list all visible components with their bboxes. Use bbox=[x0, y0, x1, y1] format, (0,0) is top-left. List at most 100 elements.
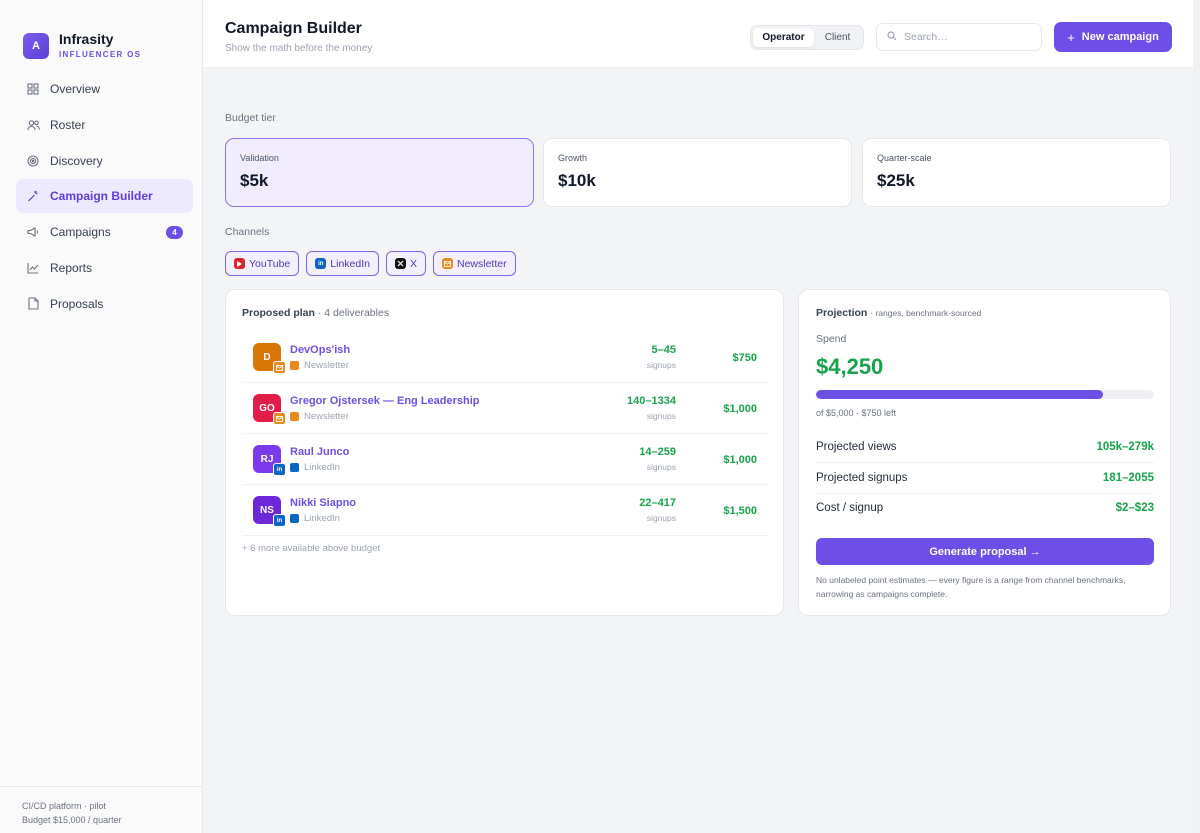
x-icon bbox=[394, 258, 406, 269]
tier-quarter-scale[interactable]: Quarter-scale $25k bbox=[862, 138, 1171, 207]
metric-label: Cost / signup bbox=[816, 502, 884, 514]
tier-name: Growth bbox=[558, 153, 588, 163]
channel-chip-newsletter[interactable]: Newsletter bbox=[432, 251, 516, 276]
signups-unit: signups bbox=[646, 360, 676, 370]
spend-label: Spend bbox=[816, 333, 847, 345]
sidebar-item-label: Proposals bbox=[50, 296, 104, 311]
toggle-operator[interactable]: Operator bbox=[753, 28, 815, 47]
tier-validation[interactable]: Validation $5k bbox=[225, 138, 534, 207]
sidebar-item-campaigns[interactable]: Campaigns 4 bbox=[16, 215, 193, 249]
plan-row[interactable]: GO Gregor Ojstersek — Eng Leadership New… bbox=[242, 383, 768, 434]
plan-row[interactable]: RJ in Raul Junco LinkedIn 14–259 signups… bbox=[242, 434, 768, 485]
brand-subtitle: INFLUENCER OS bbox=[59, 50, 142, 59]
signups-range: 22–417 bbox=[639, 497, 676, 509]
plan-row[interactable]: D DevOps'ish Newsletter 5–45 signups $75… bbox=[242, 332, 768, 383]
projection-note: · ranges, benchmark-sourced bbox=[870, 308, 982, 318]
creator-name[interactable]: Gregor Ojstersek — Eng Leadership bbox=[290, 395, 480, 407]
sidebar-item-label: Reports bbox=[50, 260, 93, 275]
channel-chips: YouTube in LinkedIn X Newsletter bbox=[225, 251, 523, 276]
sidebar-item-proposals[interactable]: Proposals bbox=[16, 287, 193, 321]
metric-projected-views: Projected views 105k–279k bbox=[816, 433, 1154, 463]
creator-channel: Newsletter bbox=[290, 360, 349, 371]
signups-range: 14–259 bbox=[639, 446, 676, 458]
new-campaign-button[interactable]: + New campaign bbox=[1054, 22, 1172, 52]
newsletter-icon bbox=[290, 412, 299, 421]
creator-name[interactable]: DevOps'ish bbox=[290, 344, 351, 356]
newsletter-icon bbox=[290, 361, 299, 370]
budget-tier-label: Budget tier bbox=[225, 112, 276, 124]
linkedin-icon: in bbox=[273, 463, 286, 476]
sidebar-item-reports[interactable]: Reports bbox=[16, 251, 193, 285]
tier-name: Validation bbox=[240, 153, 279, 163]
signups-range: 140–1334 bbox=[627, 395, 676, 407]
newsletter-icon bbox=[273, 412, 286, 425]
channels-label: Channels bbox=[225, 226, 270, 238]
search-box[interactable] bbox=[876, 23, 1042, 51]
sidebar-item-campaign-builder[interactable]: Campaign Builder bbox=[16, 179, 193, 214]
sidebar-nav: Overview Roster Discovery Campaign Build… bbox=[16, 72, 193, 323]
generate-proposal-button[interactable]: Generate proposal → bbox=[816, 538, 1154, 565]
spend-remaining-note: of $5,000 · $750 left bbox=[816, 408, 897, 418]
signups-range: 5–45 bbox=[651, 344, 676, 356]
projection-card: Projection · ranges, benchmark-sourced S… bbox=[798, 289, 1171, 616]
more-available-note[interactable]: + 6 more available above budget bbox=[242, 543, 381, 554]
spend-progress-fill bbox=[816, 390, 1104, 399]
channel-chip-linkedin[interactable]: in LinkedIn bbox=[306, 251, 379, 276]
creator-name[interactable]: Raul Junco bbox=[290, 446, 350, 458]
brand-name: Infrasity bbox=[59, 31, 114, 47]
sidebar: A Infrasity INFLUENCER OS Overview Roste… bbox=[0, 0, 203, 833]
creator-channel: LinkedIn bbox=[290, 513, 340, 524]
creator-channel-label: Newsletter bbox=[304, 360, 349, 371]
deliverable-price: $1,000 bbox=[723, 454, 757, 466]
metric-cost-per-signup: Cost / signup $2–$23 bbox=[816, 494, 1154, 524]
creator-channel: LinkedIn bbox=[290, 462, 340, 473]
newsletter-icon bbox=[441, 258, 453, 269]
chart-line-icon bbox=[26, 261, 40, 275]
new-campaign-label: New campaign bbox=[1081, 31, 1159, 43]
toggle-client[interactable]: Client bbox=[824, 32, 851, 43]
target-icon bbox=[26, 154, 40, 168]
brand-logo: A bbox=[23, 32, 49, 59]
plus-icon: + bbox=[1067, 29, 1075, 45]
plan-title: Proposed plan · 4 deliverables bbox=[242, 307, 389, 319]
sidebar-item-label: Campaign Builder bbox=[50, 189, 153, 204]
page-title: Campaign Builder bbox=[225, 20, 362, 37]
projection-heading: Projection bbox=[816, 307, 868, 319]
plan-row[interactable]: NS in Nikki Siapno LinkedIn 22–417 signu… bbox=[242, 485, 768, 536]
signups-unit: signups bbox=[646, 462, 676, 472]
signups-unit: signups bbox=[646, 411, 676, 421]
channel-chip-x[interactable]: X bbox=[385, 251, 426, 276]
metric-value: 105k–279k bbox=[1096, 441, 1154, 453]
sidebar-item-overview[interactable]: Overview bbox=[16, 72, 193, 106]
sidebar-item-label: Roster bbox=[50, 117, 86, 132]
scrollbar-track[interactable] bbox=[1193, 0, 1200, 833]
deliverable-price: $1,500 bbox=[723, 505, 757, 517]
sidebar-item-label: Overview bbox=[50, 82, 101, 96]
sidebar-item-discovery[interactable]: Discovery bbox=[16, 144, 193, 178]
sidebar-footer: CI/CD platform · pilot Budget $15,000 / … bbox=[0, 786, 203, 833]
tier-growth[interactable]: Growth $10k bbox=[543, 138, 852, 207]
creator-channel: Newsletter bbox=[290, 411, 349, 422]
spend-value: $4,250 bbox=[816, 354, 884, 379]
creator-channel-label: LinkedIn bbox=[304, 513, 340, 524]
top-header: Campaign Builder Show the math before th… bbox=[203, 0, 1193, 68]
sidebar-item-label: Campaigns bbox=[50, 225, 111, 240]
sidebar-item-label: Discovery bbox=[50, 153, 103, 168]
deliverable-price: $1,000 bbox=[723, 403, 757, 415]
megaphone-icon bbox=[26, 225, 40, 239]
creator-name[interactable]: Nikki Siapno bbox=[290, 497, 357, 509]
metric-label: Projected views bbox=[816, 441, 897, 453]
plan-heading: Proposed plan bbox=[242, 307, 315, 319]
search-icon bbox=[887, 30, 897, 44]
brand[interactable]: A Infrasity INFLUENCER OS bbox=[0, 0, 202, 68]
channel-chip-youtube[interactable]: YouTube bbox=[225, 251, 300, 276]
sidebar-item-roster[interactable]: Roster bbox=[16, 108, 193, 142]
proposed-plan-card: Proposed plan · 4 deliverables D DevOps'… bbox=[225, 289, 784, 616]
linkedin-icon bbox=[290, 514, 299, 523]
signups-unit: signups bbox=[646, 513, 676, 523]
projection-disclaimer: No unlabeled point estimates — every fig… bbox=[816, 575, 1126, 599]
search-input[interactable] bbox=[904, 31, 1034, 43]
youtube-icon bbox=[234, 258, 245, 269]
metric-value: $2–$23 bbox=[1115, 502, 1154, 514]
metric-value: 181–2055 bbox=[1102, 472, 1154, 484]
